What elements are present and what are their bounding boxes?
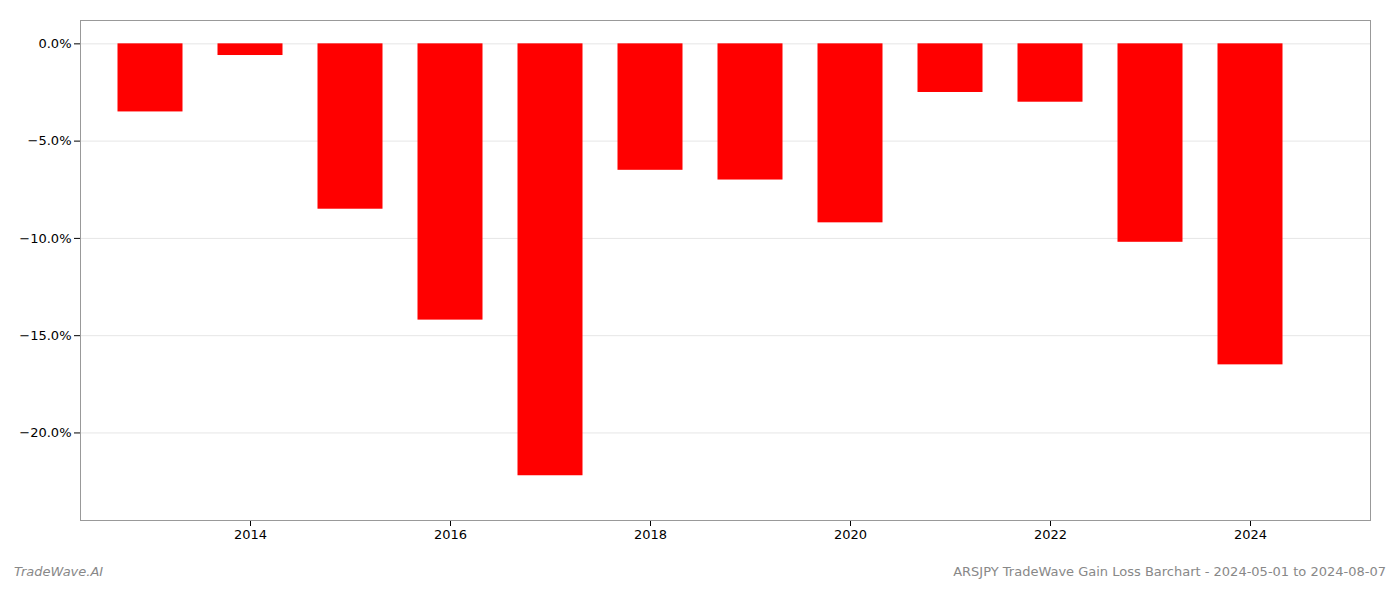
svg-text:0.0%: 0.0% [38,36,71,51]
svg-text:−5.0%: −5.0% [28,133,72,148]
svg-text:−15.0%: −15.0% [19,328,71,343]
svg-text:2016: 2016 [434,527,467,542]
html-text:ARSJPY TradeWave Gain Loss Bar: ARSJPY TradeWave Gain Loss Barchart - 20… [953,564,1386,579]
svg-text:2018: 2018 [634,527,667,542]
svg-text:−10.0%: −10.0% [19,231,71,246]
svg-text:2014: 2014 [234,527,267,542]
svg-text:−20.0%: −20.0% [19,425,71,440]
svg-text:2024: 2024 [1234,527,1267,542]
svg-text:2020: 2020 [834,527,867,542]
svg-text:2022: 2022 [1034,527,1067,542]
html-text:TradeWave.AI: TradeWave.AI [14,564,104,579]
